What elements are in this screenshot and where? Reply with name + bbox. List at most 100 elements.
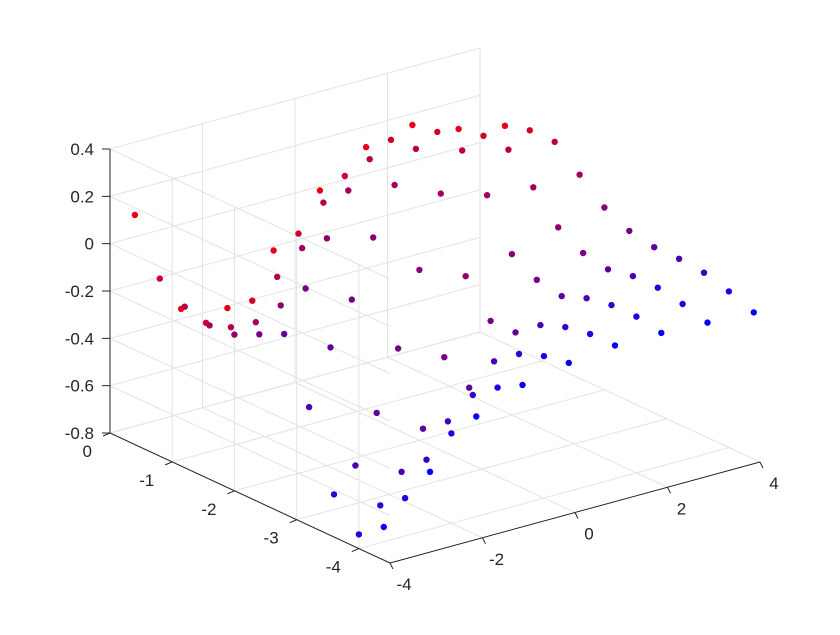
- data-point: [249, 297, 256, 304]
- data-point: [537, 321, 544, 329]
- data-point: [519, 381, 526, 389]
- data-point: [295, 230, 302, 237]
- data-point: [601, 204, 608, 211]
- back-wall-grid-line: [109, 243, 391, 375]
- data-point: [473, 413, 480, 420]
- data-point: [540, 352, 548, 360]
- data-point: [704, 319, 711, 326]
- data-point: [277, 302, 284, 309]
- data-point: [423, 456, 430, 463]
- y-tick-label: -3: [264, 529, 279, 548]
- data-point: [608, 301, 615, 309]
- data-point: [750, 309, 757, 316]
- data-point: [345, 187, 352, 194]
- floor-grid-line: [202, 407, 483, 539]
- back-wall-grid-line: [109, 195, 391, 327]
- data-point: [373, 409, 380, 417]
- tick-labels: -4 -2 0 2 4 0 -1 -2 -3 -4 0.4 0.2 0 -0.2 -0.4 -0.6 -0.8: [65, 140, 779, 594]
- side-wall-grid-line: [109, 47, 481, 150]
- data-point: [320, 199, 327, 206]
- data-point: [323, 235, 331, 242]
- data-point: [558, 292, 565, 300]
- data-point: [327, 344, 334, 351]
- data-point: [508, 250, 516, 258]
- x-tick-mark: [759, 461, 764, 469]
- data-point: [206, 322, 213, 329]
- data-point: [409, 121, 416, 129]
- z-tick-label: -0.4: [65, 329, 94, 348]
- x-tick-label: 4: [769, 474, 778, 493]
- z-tick-label: 0.2: [70, 187, 94, 206]
- data-point: [444, 418, 452, 425]
- y-tick-label: 0: [83, 442, 92, 461]
- side-wall-grid-line: [109, 331, 481, 434]
- z-tick-label: -0.8: [65, 424, 94, 443]
- data-point: [302, 285, 309, 292]
- data-point: [629, 272, 637, 280]
- z-tick-label: 0.4: [70, 140, 94, 159]
- side-wall-grid-line: [109, 189, 481, 292]
- axes: [102, 148, 764, 570]
- floor-grid-line: [294, 382, 576, 513]
- data-point: [555, 224, 562, 231]
- data-point: [181, 303, 188, 310]
- x-tick-label: 0: [584, 525, 593, 544]
- data-point: [579, 249, 587, 257]
- data-point: [679, 300, 686, 308]
- data-points: [131, 121, 757, 538]
- data-point: [501, 122, 509, 129]
- data-point: [505, 146, 512, 153]
- data-point: [448, 430, 455, 437]
- data-point: [530, 184, 537, 191]
- x-tick-label: 2: [677, 499, 686, 518]
- data-point: [469, 391, 476, 399]
- data-point: [483, 192, 491, 199]
- data-point: [270, 247, 277, 254]
- data-point: [576, 171, 583, 178]
- data-point: [387, 136, 395, 143]
- y-tick-mark: [165, 461, 173, 466]
- side-wall-grid-line: [109, 94, 481, 197]
- y-tick-label: -2: [201, 500, 216, 519]
- data-point: [437, 190, 444, 197]
- x-tick-mark: [389, 562, 394, 570]
- floor-grid-line: [387, 356, 668, 488]
- z-tick-label: -0.6: [65, 377, 94, 396]
- back-wall-grid-line: [109, 337, 391, 469]
- data-point: [611, 342, 619, 349]
- x-tick-mark: [482, 537, 486, 544]
- data-point: [551, 138, 558, 145]
- data-point: [412, 145, 420, 153]
- data-point: [700, 269, 708, 276]
- back-wall-grid-line: [109, 148, 391, 280]
- data-point: [227, 324, 235, 331]
- floor-grid-line: [358, 447, 730, 550]
- data-point: [355, 531, 363, 538]
- data-point: [419, 425, 427, 432]
- data-point: [426, 468, 434, 475]
- data-point: [526, 127, 533, 134]
- data-point: [633, 313, 640, 320]
- data-point: [494, 384, 501, 391]
- y-tick-mark: [289, 519, 297, 524]
- y-tick-mark: [351, 548, 360, 553]
- data-point: [366, 156, 373, 163]
- data-point: [725, 288, 733, 295]
- data-point: [224, 304, 231, 312]
- data-point: [533, 276, 540, 283]
- data-point: [391, 181, 398, 189]
- data-point: [562, 323, 569, 331]
- side-wall-grid-line: [109, 284, 481, 387]
- data-point: [462, 273, 469, 280]
- data-point: [466, 384, 473, 391]
- back-wall-grid-line: [109, 290, 391, 422]
- data-point: [459, 147, 466, 154]
- data-point: [565, 359, 572, 367]
- data-point: [487, 317, 494, 325]
- data-point: [156, 275, 163, 282]
- data-point: [394, 345, 402, 352]
- data-point: [348, 296, 355, 303]
- data-point: [626, 227, 633, 235]
